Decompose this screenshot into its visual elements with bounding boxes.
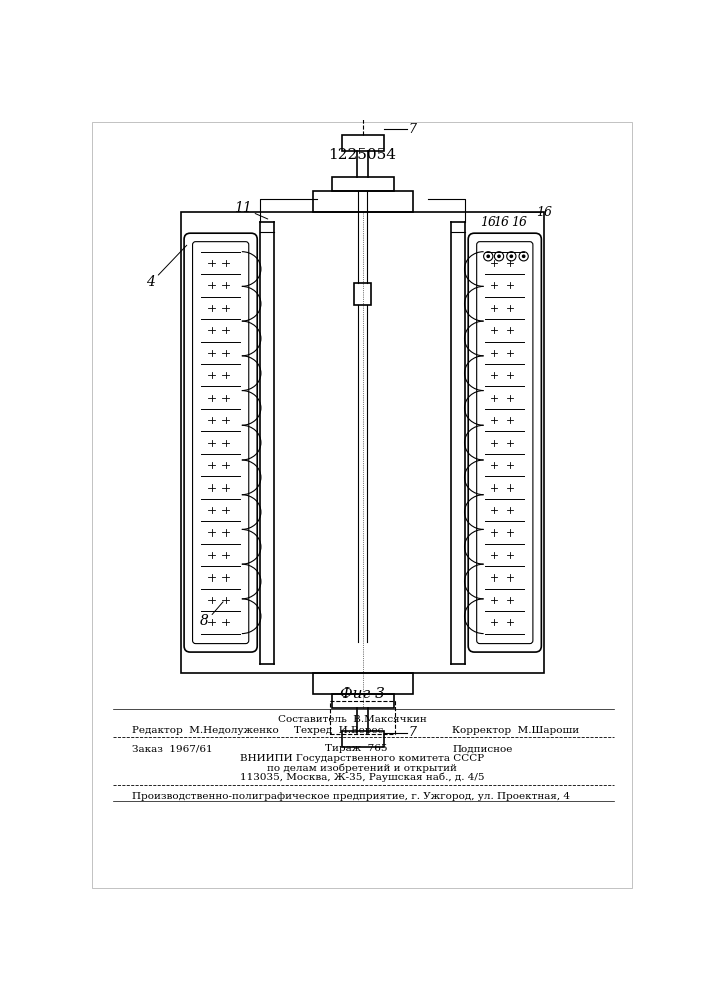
FancyBboxPatch shape: [477, 242, 533, 644]
Text: ВНИИПИ Государственного комитета СССР: ВНИИПИ Государственного комитета СССР: [240, 754, 484, 763]
Bar: [181, 212, 544, 673]
Bar: [330, 701, 395, 734]
Text: 16: 16: [480, 216, 496, 229]
Bar: [354, 283, 371, 305]
Text: Корректор  М.Шароши: Корректор М.Шароши: [452, 726, 579, 735]
Circle shape: [522, 255, 525, 257]
Text: по делам изобретений и открытий: по делам изобретений и открытий: [267, 764, 457, 773]
Bar: [332, 694, 394, 708]
Circle shape: [510, 255, 513, 257]
Text: Составитель  В.Максячкин: Составитель В.Максячкин: [278, 715, 426, 724]
Bar: [312, 673, 413, 694]
Text: Фиг 3: Фиг 3: [339, 687, 385, 701]
Text: 16: 16: [493, 216, 509, 229]
Text: 8: 8: [199, 614, 209, 628]
Text: Производственно-полиграфическое предприятие, г. Ужгород, ул. Проектная, 4: Производственно-полиграфическое предприя…: [132, 792, 571, 801]
Text: Заказ  1967/61: Заказ 1967/61: [132, 744, 213, 753]
Text: 4: 4: [146, 275, 155, 289]
Text: Подписное: Подписное: [452, 744, 513, 753]
Text: 11: 11: [235, 201, 252, 215]
Text: 7: 7: [409, 726, 417, 739]
Bar: [342, 731, 385, 747]
Text: 113035, Москва, Ж-35, Раушская наб., д. 4/5: 113035, Москва, Ж-35, Раушская наб., д. …: [240, 773, 484, 782]
Text: 7: 7: [409, 123, 417, 136]
Text: Редактор  М.Недолуженко: Редактор М.Недолуженко: [132, 726, 279, 735]
Bar: [312, 191, 413, 212]
FancyBboxPatch shape: [468, 233, 542, 652]
Text: 1225054: 1225054: [328, 148, 396, 162]
FancyBboxPatch shape: [192, 242, 249, 644]
Text: Техред  И.Верес: Техред И.Верес: [294, 726, 384, 735]
Circle shape: [498, 255, 500, 257]
Text: 16: 16: [511, 216, 527, 229]
Text: 16: 16: [536, 206, 551, 219]
Circle shape: [487, 255, 489, 257]
Bar: [332, 177, 394, 191]
Text: Тираж  765: Тираж 765: [325, 744, 387, 753]
FancyBboxPatch shape: [184, 233, 257, 652]
Bar: [342, 135, 385, 151]
